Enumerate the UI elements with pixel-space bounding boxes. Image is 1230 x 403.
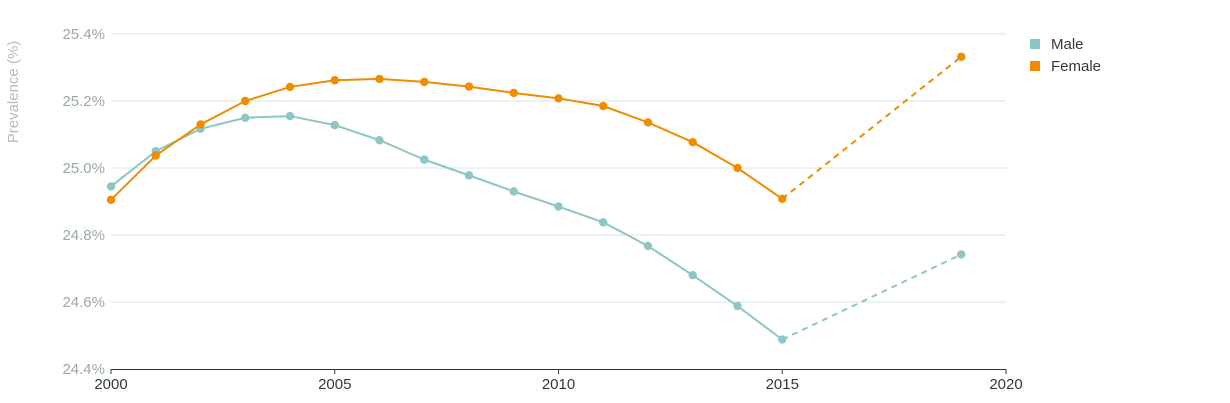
series-line-female [110,77,783,201]
data-point-male[interactable] [330,120,339,130]
data-point-female[interactable] [464,82,474,91]
data-point-male[interactable] [464,171,474,180]
x-tick-label: 2000 [94,376,127,393]
data-point-female[interactable] [151,151,160,160]
data-point-female[interactable] [509,88,518,98]
x-axis-ticks: 2000 2005 2010 2015 2020 [94,369,1023,393]
y-tick-label: 24.6% [62,294,105,311]
data-point-male[interactable] [643,241,653,251]
legend-swatch-male [1030,39,1040,49]
data-point-female[interactable] [688,138,697,147]
data-point-female[interactable] [420,77,429,87]
data-point-male[interactable] [957,250,966,259]
legend-swatch-female [1030,61,1040,71]
data-point-male[interactable] [509,187,518,196]
y-axis-label: Prevalence (%) [5,41,22,144]
data-point-female[interactable] [778,194,787,204]
y-tick-label: 25.4% [62,26,105,43]
y-tick-label: 24.4% [62,361,105,378]
y-axis-ticks: 24.4% 24.6% 24.8% 25.0% 25.2% 25.4% [62,26,105,378]
x-tick-label: 2010 [542,376,575,393]
x-tick-label: 2020 [989,376,1022,393]
data-point-female[interactable] [957,52,966,61]
data-point-female[interactable] [643,118,653,127]
series-projection-male [781,253,962,341]
y-tick-label: 25.2% [62,93,105,110]
x-tick-label: 2005 [318,376,351,393]
data-point-male[interactable] [420,155,429,164]
data-point-female[interactable] [196,120,205,129]
data-point-female[interactable] [241,96,250,106]
data-point-female[interactable] [554,94,563,103]
data-point-male[interactable] [778,335,787,344]
data-point-male[interactable] [241,113,250,122]
data-point-male[interactable] [375,135,384,145]
data-point-female[interactable] [733,163,742,173]
data-point-female[interactable] [106,195,116,205]
data-point-male[interactable] [733,301,742,311]
data-point-male[interactable] [688,271,697,280]
data-point-female[interactable] [330,76,339,85]
data-point-male[interactable] [554,202,563,211]
y-tick-label: 25.0% [62,160,105,177]
data-point-male[interactable] [599,218,608,227]
series-projection-female [781,55,962,200]
data-point-female[interactable] [375,74,384,84]
series-line-male [110,115,783,341]
x-tick-label: 2015 [766,376,799,393]
y-tick-label: 24.8% [62,227,105,244]
data-point-male[interactable] [285,111,295,121]
gridlines [111,33,1006,303]
legend-label-female: Female [1051,57,1102,75]
legend-item-female[interactable]: Female [1030,55,1101,77]
data-point-female[interactable] [599,101,608,111]
series-group [106,52,966,344]
data-point-male[interactable] [106,182,116,191]
legend: Male Female [1030,33,1101,77]
legend-item-male[interactable]: Male [1030,33,1101,55]
data-point-female[interactable] [285,82,295,92]
legend-label-male: Male [1051,35,1084,53]
